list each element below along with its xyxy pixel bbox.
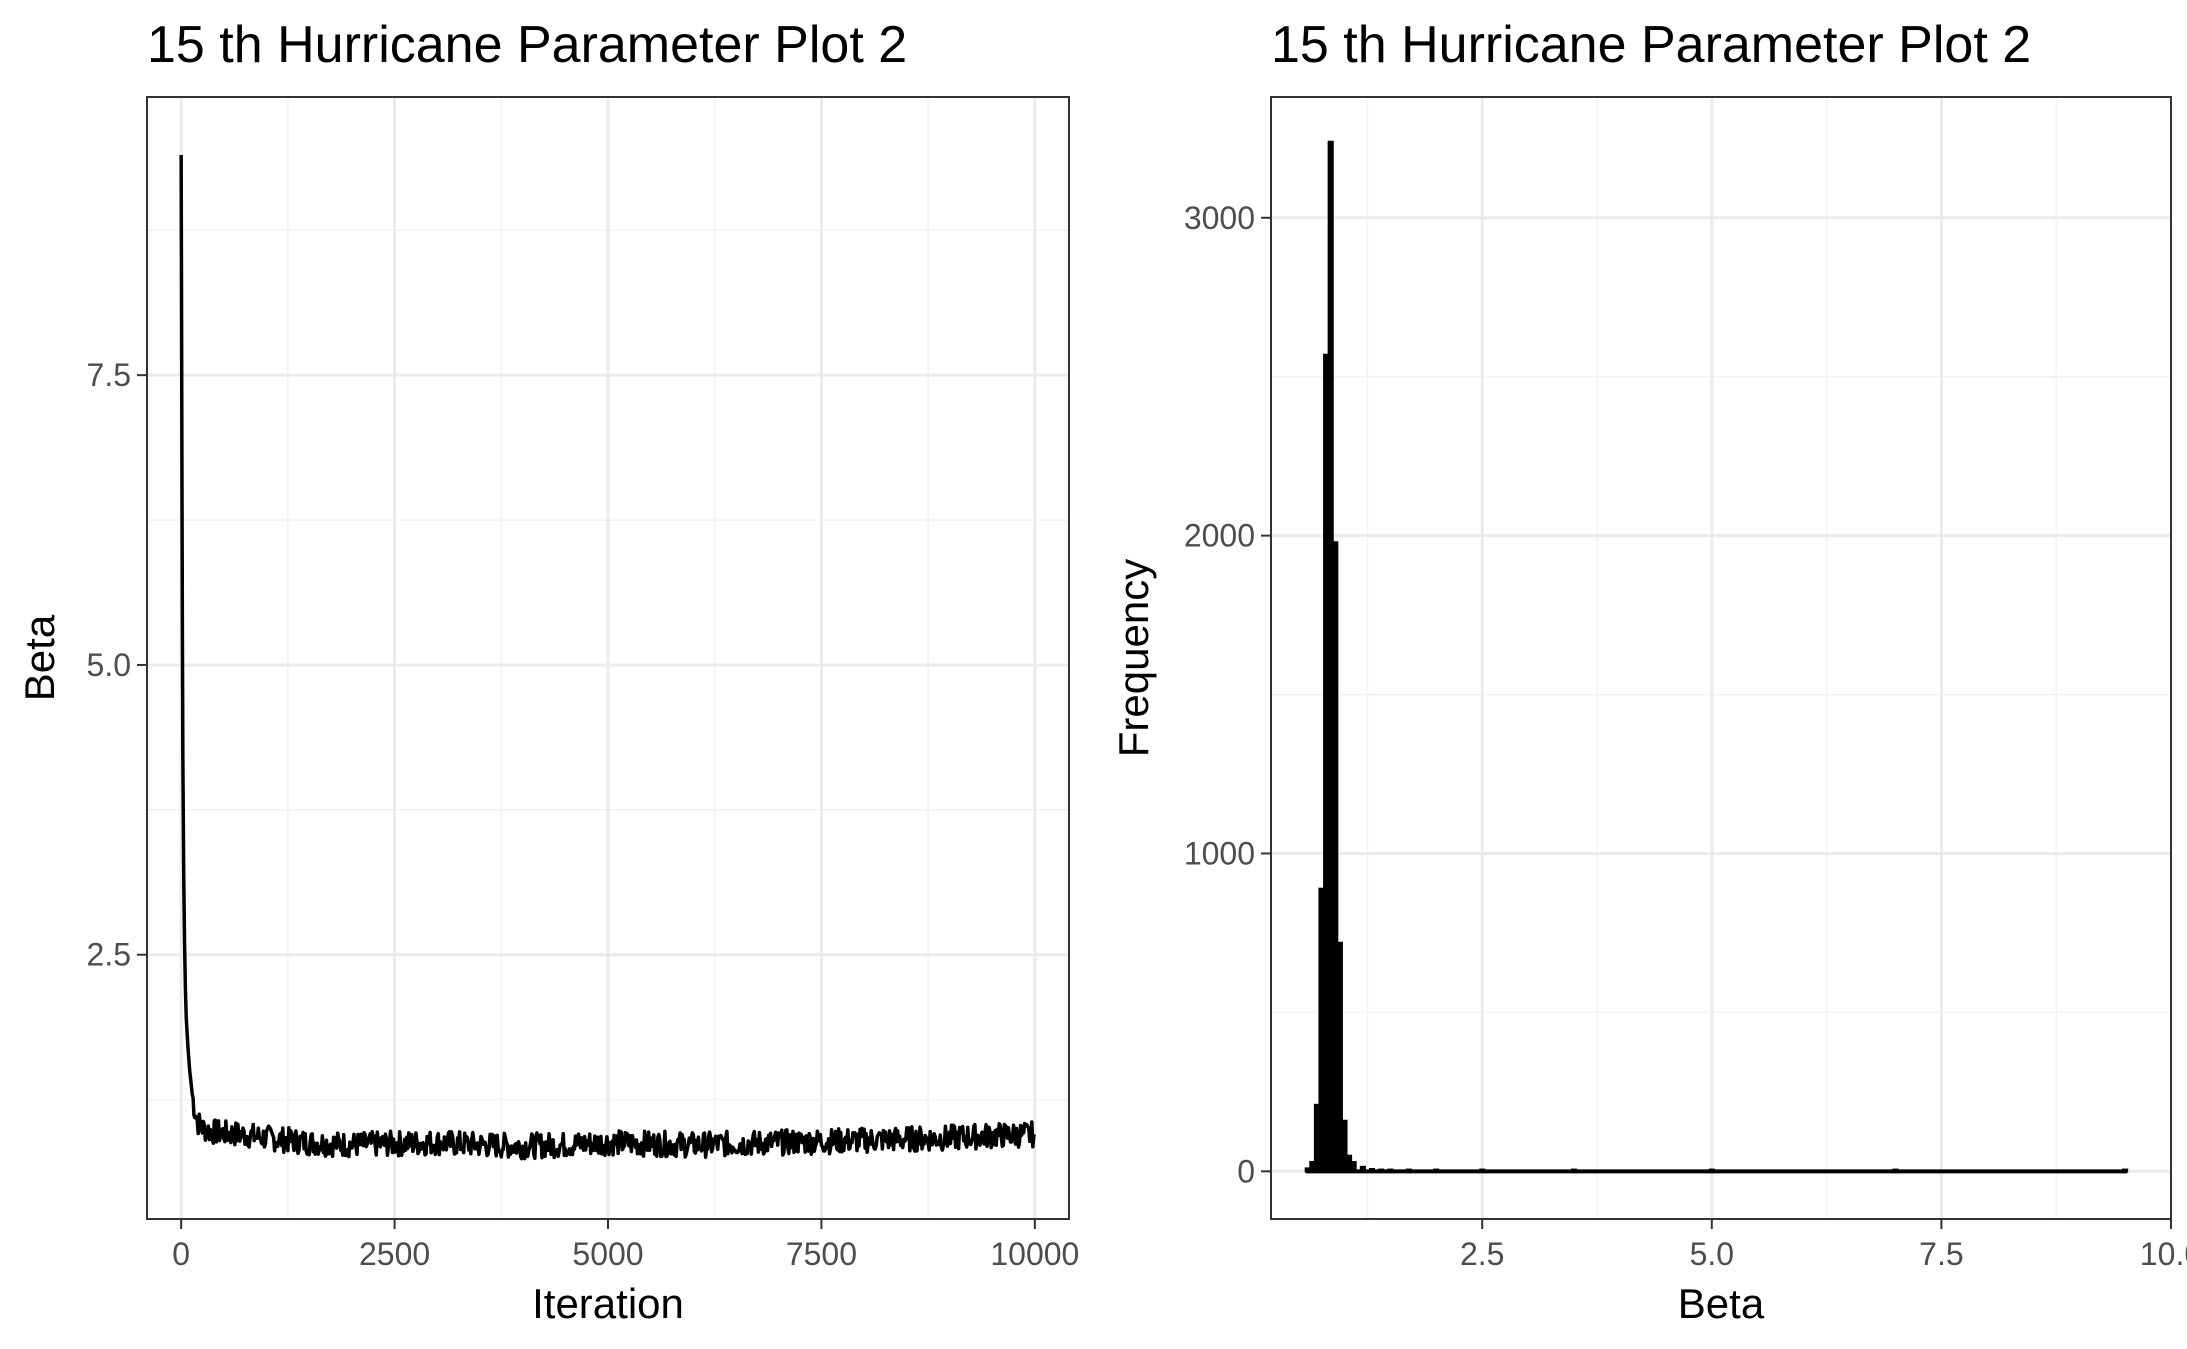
histogram-data	[1304, 140, 2129, 1174]
histogram-chart-title: 15 th Hurricane Parameter Plot 2	[1271, 16, 2031, 74]
y-tick-label: 0	[1237, 1153, 1255, 1189]
trace-y-axis-label: Beta	[16, 614, 63, 701]
y-tick-label: 2000	[1184, 518, 1255, 554]
x-tick-label: 0	[172, 1236, 190, 1272]
x-tick-label: 7.5	[1919, 1236, 1963, 1272]
trace-chart-title: 15 th Hurricane Parameter Plot 2	[147, 16, 907, 74]
y-tick-label: 1000	[1184, 835, 1255, 871]
trace-axis-ticks: 0 2500 5000 7500 10000 2.5 5.0 7.5	[87, 357, 1080, 1272]
trace-gridlines	[147, 97, 1069, 1219]
x-tick-label: 5000	[572, 1236, 643, 1272]
trace-x-axis-label: Iteration	[532, 1280, 684, 1327]
y-tick-label: 2.5	[87, 937, 131, 973]
histogram-axis-ticks: 2.5 5.0 7.5 10.0 0 1000 2000 3000	[1184, 200, 2187, 1272]
histogram-panel-border	[1270, 96, 2172, 1220]
x-tick-label: 7500	[786, 1236, 857, 1272]
histogram-chart: 15 th Hurricane Parameter Plot 2 2.5 5.0 7…	[1110, 16, 2187, 1327]
x-tick-label: 10.0	[2140, 1236, 2187, 1272]
x-tick-label: 2500	[359, 1236, 430, 1272]
histogram-gridlines	[1271, 97, 2171, 1219]
y-tick-label: 5.0	[87, 647, 131, 683]
x-tick-label: 2.5	[1460, 1236, 1504, 1272]
histogram-y-axis-label: Frequency	[1110, 559, 1157, 757]
y-tick-label: 7.5	[87, 357, 131, 393]
x-tick-label: 5.0	[1690, 1236, 1734, 1272]
y-tick-label: 3000	[1184, 200, 1255, 236]
histogram-x-axis-label: Beta	[1678, 1280, 1765, 1327]
trace-chart: 15 th Hurricane Parameter Plot 2 0 2500 50…	[16, 16, 1079, 1327]
beta-trace-line	[179, 154, 1037, 1161]
x-tick-label: 10000	[990, 1236, 1079, 1272]
trace-data	[179, 154, 1037, 1161]
